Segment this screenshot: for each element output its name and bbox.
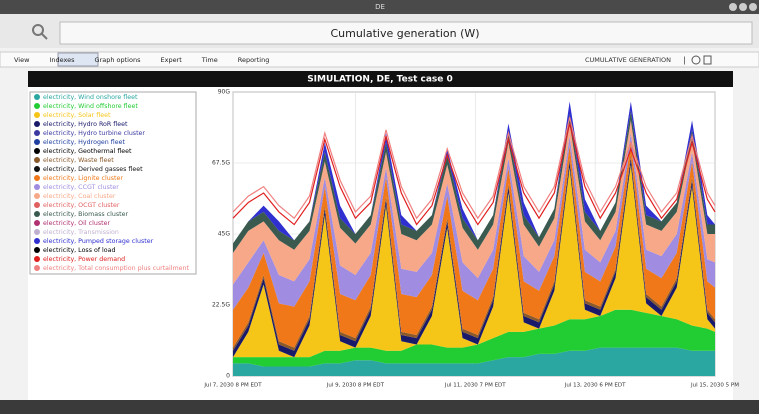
legend-label: electricity, Oil cluster [43, 220, 110, 227]
legend-label: electricity, Loss of load [43, 247, 116, 254]
legend-label: electricity, Lignite cluster [43, 175, 123, 182]
bottom-bar [0, 400, 759, 414]
title-bar [0, 0, 759, 14]
y-tick-label: 90G [218, 89, 231, 96]
legend-swatch[interactable] [34, 157, 40, 163]
search-icon[interactable] [32, 24, 44, 36]
legend-label: electricity, Transmission [43, 229, 119, 236]
legend-swatch[interactable] [34, 112, 40, 118]
menu-tab[interactable]: Time [201, 56, 218, 64]
minimize-button[interactable] [729, 3, 737, 11]
legend-label: electricity, Derived gasses fleet [43, 166, 143, 173]
legend-swatch[interactable] [34, 193, 40, 199]
legend-swatch[interactable] [34, 229, 40, 235]
legend-label: electricity, Power demand [43, 256, 125, 263]
legend-swatch[interactable] [34, 121, 40, 127]
refresh-icon[interactable] [691, 55, 701, 65]
legend-swatch[interactable] [34, 94, 40, 100]
legend-swatch[interactable] [34, 247, 40, 253]
maximize-button[interactable] [739, 3, 747, 11]
legend-box [29, 91, 197, 275]
area-series [233, 120, 715, 285]
legend-label: electricity, Hydrogen fleet [43, 139, 126, 146]
legend-label: electricity, Hydro RoR fleet [43, 121, 128, 128]
x-tick-label: Jul 15, 2030 5 PM [690, 383, 739, 389]
area-series [233, 110, 715, 253]
y-tick-label: 45G [218, 231, 231, 238]
legend-swatch[interactable] [34, 256, 40, 262]
selected-tab [57, 52, 99, 67]
area-series [233, 142, 715, 348]
chart-header [28, 71, 733, 87]
window-title: DE [375, 3, 385, 11]
legend-swatch[interactable] [34, 238, 40, 244]
legend-label: electricity, Total consumption plus curt… [43, 265, 190, 272]
x-tick-label: Jul 7, 2030 8 PM EDT [203, 383, 262, 389]
area-series [233, 347, 715, 376]
separator: | [683, 56, 686, 65]
chart-title: SIMULATION, DE, Test case 0 [307, 75, 453, 85]
legend-swatch[interactable] [34, 202, 40, 208]
legend-swatch[interactable] [34, 265, 40, 271]
legend-swatch[interactable] [34, 139, 40, 145]
y-tick-label: 67.5G [212, 160, 230, 167]
legend-swatch[interactable] [34, 220, 40, 226]
x-tick-label: Jul 13, 2030 6 PM EDT [564, 383, 626, 389]
legend-label: electricity, Solar fleet [43, 112, 111, 119]
y-tick-label: 0 [226, 373, 230, 380]
line-series [232, 123, 716, 226]
legend-swatch[interactable] [34, 184, 40, 190]
legend-swatch[interactable] [34, 103, 40, 109]
legend-label: electricity, Hydro turbine cluster [43, 130, 145, 137]
menu-tab[interactable]: Indexes [49, 56, 75, 64]
legend-label: electricity, CCGT cluster [43, 184, 119, 191]
menu-tab[interactable]: Expert [160, 56, 182, 64]
legend-label: electricity, Wind onshore fleet [43, 94, 138, 101]
legend-swatch[interactable] [34, 130, 40, 136]
menu-tab[interactable]: View [14, 56, 30, 64]
area-series [233, 158, 715, 358]
x-tick-label: Jul 9, 2030 8 PM EDT [326, 383, 385, 389]
view-label: CUMULATIVE GENERATION [585, 56, 671, 64]
line-series [232, 117, 716, 220]
y-tick-label: 22.5G [212, 302, 230, 309]
legend-label: electricity, Coal cluster [43, 193, 116, 200]
menu-bar [0, 51, 759, 68]
search-icon-handle [41, 33, 48, 40]
legend-label: electricity, Waste fleet [43, 157, 114, 164]
toolbar-title: Cumulative generation (W) [330, 27, 479, 40]
legend-swatch[interactable] [34, 166, 40, 172]
x-tick-label: Jul 11, 2030 7 PM EDT [444, 383, 506, 389]
legend-swatch[interactable] [34, 211, 40, 217]
export-icon[interactable] [703, 55, 712, 65]
area-series [233, 133, 715, 310]
area-series [233, 309, 715, 367]
menu-tab[interactable]: Graph options [95, 56, 142, 64]
legend-swatch[interactable] [34, 175, 40, 181]
legend-label: electricity, Biomass cluster [43, 211, 128, 218]
legend-swatch[interactable] [34, 148, 40, 154]
menu-tab[interactable]: Reporting [238, 56, 270, 64]
close-button[interactable] [749, 3, 757, 11]
legend-label: electricity, Pumped storage cluster [43, 238, 154, 245]
legend-label: electricity, Wind offshore fleet [43, 103, 138, 110]
legend-label: electricity, Geothermal fleet [43, 148, 132, 155]
toolbar-title-box [59, 21, 753, 45]
legend-label: electricity, OCGT cluster [43, 202, 120, 209]
area-series [233, 101, 715, 244]
area-series [233, 164, 715, 358]
